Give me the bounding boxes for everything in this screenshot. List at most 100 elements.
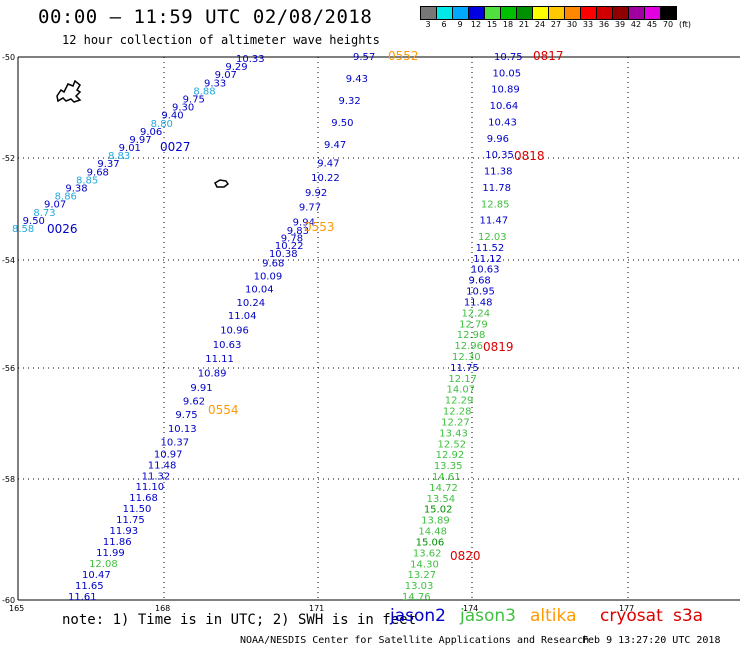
swh-value-label: 9.92 [305,188,327,199]
colorbar-label: 24 [534,20,546,29]
swh-value-label: 10.97 [154,449,183,460]
swh-value-label: 9.68 [87,167,109,178]
colorbar-swatches [420,6,694,20]
swh-value-label: 9.57 [353,52,375,63]
generated-timestamp: Feb 9 13:27:20 UTC 2018 [582,635,721,646]
swh-value-label: 10.89 [491,85,520,96]
swh-value-label: 11.99 [96,548,125,559]
units-note: note: 1) Time is in UTC; 2) SWH is in fe… [62,612,417,628]
swh-value-label: 11.11 [205,354,234,365]
colorbar-swatch [660,6,677,20]
pass-time-label: 0554 [208,403,239,417]
swh-value-label: 10.13 [168,424,197,435]
swh-value-label: 11.04 [228,311,257,322]
swh-value-label: 12.03 [478,232,507,243]
legend-s3a: s3a [673,606,704,626]
colorbar-label: 3 [425,20,431,29]
pass-time-label: 0819 [483,340,514,354]
legend-jason2: jason2 [390,606,446,626]
legend-altika: altika [530,606,577,626]
swh-value-label: 9.91 [190,383,212,394]
swh-value-label: 10.63 [471,265,500,276]
swh-value-label: 9.77 [299,203,321,214]
swh-value-label: 8.86 [55,192,77,203]
swh-value-label: 12.52 [437,439,466,450]
swh-value-label: 14.48 [418,527,447,538]
chart-subtitle: 12 hour collection of altimeter wave hei… [62,33,380,47]
colorbar-label: 70 [662,20,674,29]
colorbar-label: 12 [470,20,482,29]
latitude-tick-label: -58 [2,475,15,484]
swh-value-label: 8.80 [151,119,173,130]
swh-value-label: 11.75 [116,515,145,526]
swh-value-label: 9.07 [215,70,237,81]
swh-value-label: 8.58 [12,224,34,235]
colorbar-label: 36 [598,20,610,29]
colorbar-labels: 3 6 9 12 15 18 21 24 27 30 33 36 39 42 45 70 (ft) [420,20,694,29]
swh-value-label: 9.68 [469,276,491,287]
swh-value-label: 9.01 [119,143,141,154]
swh-value-label: 10.24 [236,298,265,309]
swh-value-label: 11.65 [75,581,104,592]
swh-value-label: 10.37 [160,437,189,448]
swh-value-label: 11.38 [484,167,513,178]
swh-value-label: 9.32 [339,96,361,107]
swh-value-label: 9.06 [140,127,162,138]
swh-value-label: 10.35 [485,150,514,161]
swh-value-label: 11.68 [129,493,158,504]
swh-value-label: 11.52 [476,243,505,254]
swh-value-label: 9.96 [487,134,509,145]
campbell-island-coastline [214,179,230,188]
swh-value-label: 9.50 [331,118,353,129]
swh-value-label: 14.61 [432,472,461,483]
pass-time-label: 0027 [160,140,191,154]
swh-value-label: 12.17 [448,374,477,385]
swh-value-label: 12.24 [461,308,490,319]
colorbar-label: 30 [566,20,578,29]
swh-value-label: 12.08 [89,559,118,570]
latitude-tick-label: -54 [2,256,15,265]
swh-value-label: 11.75 [450,363,479,374]
swh-value-label: 9.62 [183,397,205,408]
swh-value-label: 14.72 [429,483,458,494]
colorbar-legend: 3 6 9 12 15 18 21 24 27 30 33 36 39 42 45 70 (ft) [420,6,694,29]
swh-value-label: 11.93 [110,526,139,537]
swh-value-label: 12.28 [443,407,472,418]
swh-value-label: 12.98 [457,330,486,341]
swh-value-label: 11.48 [148,460,177,471]
swh-value-label: 9.29 [225,62,247,73]
swh-value-label: 10.47 [82,570,111,581]
auckland-islands-coastline [56,79,82,103]
swh-value-label: 11.12 [473,254,502,265]
swh-value-label: 13.27 [407,570,436,581]
swh-value-label: 9.68 [262,258,284,269]
swh-value-label: 15.06 [416,537,445,548]
swh-value-label: 11.47 [479,216,508,227]
swh-value-label: 10.33 [236,54,265,65]
swh-value-label: 9.75 [175,410,197,421]
colorbar-label: 18 [502,20,514,29]
colorbar-label: 21 [518,20,530,29]
swh-value-label: 12.27 [441,417,470,428]
swh-value-label: 9.43 [346,74,368,85]
swh-value-label: 9.78 [281,234,303,245]
swh-value-label: 10.43 [488,117,517,128]
swh-value-label: 9.97 [129,135,151,146]
swh-value-label: 10.89 [198,369,227,380]
swh-value-label: 9.40 [161,111,183,122]
legend-cryosat: cryosat [600,606,663,626]
swh-value-label: 10.63 [213,340,242,351]
swh-value-label: 10.96 [220,325,249,336]
swh-value-label: 11.50 [123,504,152,515]
swh-value-label: 13.89 [421,516,450,527]
longitude-tick-label: 171 [309,604,324,613]
swh-value-label: 9.47 [324,140,346,151]
legend-jason3: jason3 [460,606,516,626]
swh-value-label: 8.85 [76,175,98,186]
swh-value-label: 14.30 [410,559,439,570]
swh-value-label: 10.38 [269,249,298,260]
swh-value-label: 8.83 [108,151,130,162]
colorbar-label: 42 [630,20,642,29]
pass-time-label: 0817 [533,49,564,63]
swh-value-label: 9.38 [65,184,87,195]
